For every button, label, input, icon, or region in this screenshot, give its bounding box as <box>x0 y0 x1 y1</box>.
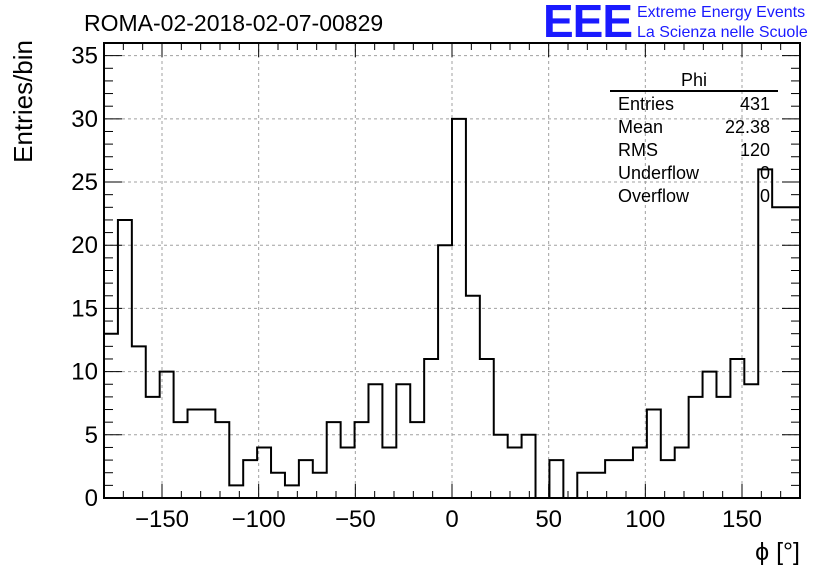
histogram-bin <box>355 422 369 498</box>
y-tick-label: 20 <box>71 232 98 259</box>
x-tick-label: 50 <box>535 506 562 533</box>
stats-title: Phi <box>610 70 778 92</box>
x-tick-label: −150 <box>135 506 189 533</box>
x-tick-label: 100 <box>625 506 665 533</box>
histogram-bin <box>591 473 605 498</box>
histogram-bin <box>689 397 703 498</box>
x-axis-label: ϕ [°] <box>755 538 800 566</box>
histogram-bin <box>466 296 480 498</box>
histogram-bin <box>368 384 382 498</box>
stats-label: RMS <box>618 140 658 160</box>
stats-value: 431 <box>739 94 770 114</box>
y-tick-label: 25 <box>71 169 98 196</box>
stats-label: Overflow <box>618 186 690 206</box>
y-tick-label: 10 <box>71 359 98 386</box>
x-tick-label: −50 <box>335 506 376 533</box>
histogram-bin <box>313 473 327 498</box>
stats-box: Phi Entries 431 Mean 22.38 RMS 120 Under… <box>610 70 778 209</box>
histogram-bin <box>341 447 355 498</box>
histogram-bin <box>146 397 160 498</box>
histogram-bin <box>786 207 800 498</box>
logo-line-1: Extreme Energy Events <box>637 4 806 21</box>
x-tick-label: −100 <box>232 506 286 533</box>
histogram-bin <box>382 447 396 498</box>
histogram-bin <box>452 119 466 498</box>
y-axis: 0 5 10 15 20 25 30 35 <box>71 42 800 512</box>
stats-row-entries: Entries 431 <box>610 94 778 117</box>
histogram-bin <box>661 460 675 498</box>
stats-label: Entries <box>618 94 675 114</box>
y-tick-label: 0 <box>85 485 98 512</box>
y-tick-label: 30 <box>71 106 98 133</box>
histogram-bin <box>549 460 563 498</box>
histogram-bin <box>633 447 647 498</box>
histogram-bin <box>104 334 118 498</box>
logo-line-2: La Scienza nelle Scuole <box>637 24 808 41</box>
histogram-outline <box>104 117 800 499</box>
histogram-bin <box>438 245 452 498</box>
x-tick-label: 0 <box>445 506 458 533</box>
histogram-bin <box>215 422 229 498</box>
histogram-bin <box>410 422 424 498</box>
stats-row-mean: Mean 22.38 <box>610 117 778 140</box>
stats-row-rms: RMS 120 <box>610 140 778 163</box>
histogram-bin <box>424 359 438 498</box>
histogram-bin <box>480 359 494 498</box>
histogram-bin <box>703 372 717 498</box>
histogram-bin <box>647 410 661 498</box>
y-tick-label: 35 <box>71 43 98 70</box>
histogram-bin <box>744 384 758 498</box>
histogram-bin <box>396 384 410 498</box>
histogram-bin <box>243 460 257 498</box>
stats-label: Mean <box>618 117 664 137</box>
stats-value: 0 <box>759 186 770 206</box>
y-axis-label: Entries/bin <box>8 40 38 163</box>
x-axis: −150 −100 −50 0 50 100 150 <box>103 43 801 533</box>
histogram-bin <box>201 410 215 498</box>
histogram-bin <box>174 422 188 498</box>
histogram-bin <box>132 346 146 498</box>
histogram-bin <box>229 485 243 498</box>
stats-label: Underflow <box>618 163 700 183</box>
stats-row-underflow: Underflow 0 <box>610 163 778 186</box>
y-tick-label: 15 <box>71 295 98 322</box>
histogram-bin <box>299 460 313 498</box>
histogram-bin <box>188 410 202 498</box>
eee-logo: EEE <box>543 0 633 47</box>
histogram-bin <box>285 485 299 498</box>
stats-value: 120 <box>739 140 770 160</box>
histogram-bin <box>577 473 591 498</box>
logo-caption: Extreme Energy Events La Scienza nelle S… <box>637 3 808 43</box>
histogram-bin <box>508 447 522 498</box>
histogram-bin <box>327 422 341 498</box>
histogram-bin <box>675 447 689 498</box>
histogram-bin <box>494 435 508 498</box>
x-tick-label: 150 <box>722 506 762 533</box>
histogram-bin <box>716 397 730 498</box>
stats-value: 0 <box>759 163 770 183</box>
histogram-bin <box>257 447 271 498</box>
histogram-bin <box>522 435 536 498</box>
chart-title: ROMA-02-2018-02-07-00829 <box>84 10 384 36</box>
histogram-bin <box>160 372 174 498</box>
histogram-bin <box>730 359 744 498</box>
histogram-bin <box>772 207 786 498</box>
histogram-bin <box>605 460 619 498</box>
histogram-series <box>104 117 800 499</box>
stats-row-overflow: Overflow 0 <box>610 186 778 209</box>
y-tick-label: 5 <box>85 422 98 449</box>
histogram-bin <box>758 169 772 498</box>
stats-value: 22.38 <box>724 117 770 137</box>
histogram-bin <box>118 220 132 498</box>
